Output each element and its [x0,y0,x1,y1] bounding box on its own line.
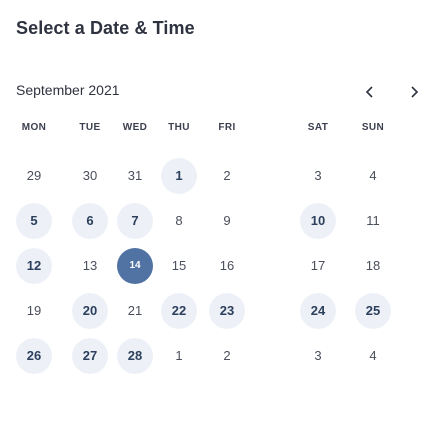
week-row: 5 6 7 8 9 10 11 [0,203,438,248]
weekday-tue: TUE [79,122,101,133]
day-cell: 11 [366,213,380,228]
day-cell-available[interactable]: 10 [300,203,336,239]
day-cell: 4 [369,348,377,363]
page-title: Select a Date & Time [16,18,195,38]
week-row: 29 30 31 1 2 3 4 [0,158,438,203]
month-navigation: September 2021 [16,80,426,104]
day-cell-available[interactable]: 20 [72,293,108,329]
week-row: 12 13 14 15 16 17 18 [0,248,438,293]
day-cell: 30 [82,168,98,183]
day-cell-available[interactable]: 27 [72,338,108,374]
day-cell: 1 [175,348,183,363]
day-cell: 18 [365,258,381,273]
day-cell: 9 [223,213,231,228]
day-cell-available[interactable]: 28 [117,338,153,374]
day-cell: 31 [127,168,143,183]
day-cell: 21 [127,303,143,318]
day-cell-available[interactable]: 23 [209,293,245,329]
weekday-fri: FRI [218,122,236,133]
chevron-right-icon [411,86,419,98]
day-cell: 4 [369,168,377,183]
day-cell-available[interactable]: 7 [117,203,153,239]
next-month-button[interactable] [402,80,426,104]
day-cell: 8 [175,213,183,228]
day-cell: 2 [223,348,231,363]
weekday-wed: WED [122,122,148,133]
day-cell-available[interactable]: 22 [161,293,197,329]
day-cell: 3 [314,348,322,363]
day-cell: 2 [223,168,231,183]
day-cell-available[interactable]: 26 [16,338,52,374]
day-cell: 17 [310,258,326,273]
day-cell: 15 [171,258,187,273]
day-cell: 29 [26,168,42,183]
weekday-sat: SAT [307,122,329,133]
day-cell: 19 [26,303,42,318]
day-cell: 16 [219,258,235,273]
previous-month-button[interactable] [358,80,382,104]
month-label: September 2021 [16,82,120,98]
weekday-header-row: MON TUE WED THU FRI SAT SUN [0,122,438,158]
day-cell: 13 [82,258,98,273]
day-cell-available[interactable]: 25 [355,293,391,329]
chevron-left-icon [365,86,373,98]
weekday-thu: THU [168,122,190,133]
calendar-grid: MON TUE WED THU FRI SAT SUN 29 30 31 1 2… [0,122,438,383]
weekday-mon: MON [21,122,47,133]
day-cell-available[interactable]: 12 [16,248,52,284]
day-cell: 3 [314,168,322,183]
week-row: 19 20 21 22 23 24 25 [0,293,438,338]
day-cell-selected[interactable]: 14 [117,248,153,284]
day-cell-available[interactable]: 6 [72,203,108,239]
weekday-sun: SUN [361,122,385,133]
day-cell-available[interactable]: 5 [16,203,52,239]
week-row: 26 27 28 1 2 3 4 [0,338,438,383]
day-cell-available[interactable]: 24 [300,293,336,329]
day-cell-available[interactable]: 1 [161,158,197,194]
